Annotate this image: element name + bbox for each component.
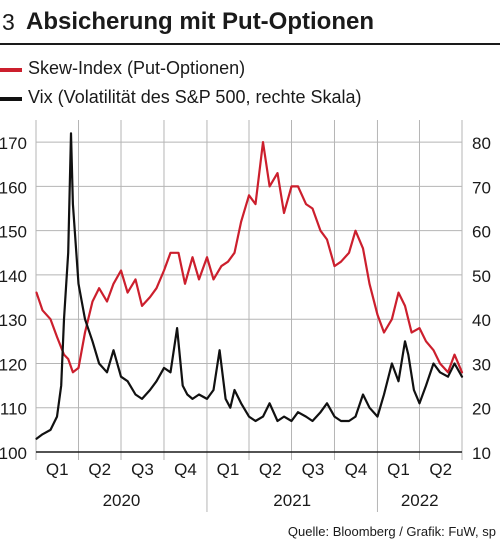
quarter-tick-label: Q4 xyxy=(345,460,368,479)
left-axis-tick-label: 110 xyxy=(0,400,27,419)
right-axis-tick-label: 80 xyxy=(472,134,491,153)
quarter-tick-label: Q1 xyxy=(46,460,69,479)
title-rule xyxy=(0,43,500,45)
year-label: 2022 xyxy=(401,491,439,510)
right-axis-tick-label: 20 xyxy=(472,400,491,419)
left-axis-tick-label: 170 xyxy=(0,134,27,153)
legend-label-vix: Vix (Volatilität des S&P 500, rechte Ska… xyxy=(28,87,362,107)
quarter-tick-label: Q2 xyxy=(259,460,282,479)
left-axis-tick-label: 160 xyxy=(0,178,27,197)
legend-swatch-vix xyxy=(0,97,22,101)
chart-header: 3 Absicherung mit Put-Optionen xyxy=(0,0,500,45)
quarter-tick-label: Q3 xyxy=(131,460,154,479)
year-label: 2020 xyxy=(103,491,141,510)
chart-title: Absicherung mit Put-Optionen xyxy=(26,8,374,35)
right-axis-tick-label: 30 xyxy=(472,355,491,374)
quarter-tick-label: Q3 xyxy=(302,460,325,479)
legend-swatch-skew xyxy=(0,68,22,72)
year-label: 2021 xyxy=(273,491,311,510)
skew-index-line xyxy=(35,141,464,374)
left-axis-tick-label: 140 xyxy=(0,267,27,286)
right-axis-tick-label: 50 xyxy=(472,267,491,286)
right-axis-tick-label: 60 xyxy=(472,223,491,242)
left-axis-tick-label: 130 xyxy=(0,311,27,330)
left-axis-tick-label: 120 xyxy=(0,355,27,374)
quarter-tick-label: Q4 xyxy=(174,460,197,479)
quarter-tick-label: Q2 xyxy=(88,460,111,479)
right-axis-tick-label: 10 xyxy=(472,444,491,463)
left-axis-tick-label: 100 xyxy=(0,444,27,463)
right-axis-tick-label: 70 xyxy=(472,178,491,197)
source-note: Quelle: Bloomberg / Grafik: FuW, sp xyxy=(287,524,496,539)
quarter-tick-label: Q1 xyxy=(217,460,240,479)
quarter-tick-label: Q1 xyxy=(387,460,410,479)
quarter-tick-label: Q2 xyxy=(429,460,452,479)
legend-label-skew: Skew-Index (Put-Optionen) xyxy=(28,58,246,78)
figure-number: 3 xyxy=(2,9,15,35)
vix-line xyxy=(35,132,464,440)
right-axis-tick-label: 40 xyxy=(472,311,491,330)
left-axis-tick-label: 150 xyxy=(0,223,27,242)
line-chart: 100 110 120 130 140 150 160 170 10 20 30 40 50 60 70 80… xyxy=(0,120,491,512)
